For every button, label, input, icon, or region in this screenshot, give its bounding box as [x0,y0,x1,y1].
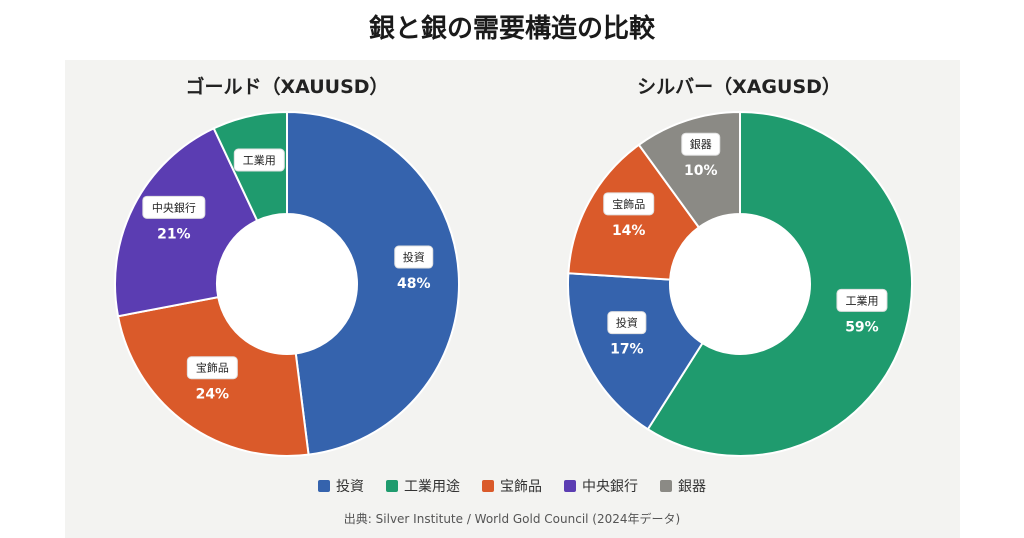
gold-slice-name-1: 宝飾品 [196,361,229,375]
legend-swatch [386,480,398,492]
legend-item-2: 宝飾品 [482,476,542,496]
legend-swatch [564,480,576,492]
silver-slice-label-0: 工業用 59% [836,288,888,335]
silver-slice-pct-2: 14% [612,223,646,239]
gold-chart-title: ゴールド（XAUUSD） [185,76,389,98]
legend-label: 中央銀行 [582,479,638,495]
gold-slice-label-0: 投資 48% [394,245,434,292]
legend-item-1: 工業用途 [386,476,460,496]
silver-chart-title: シルバー（XAGUSD） [637,76,841,98]
gold-slice-pct-0: 48% [397,276,431,292]
gold-slice-pct-2: 21% [157,226,191,242]
gold-slice-name-3: 工業用 [243,154,276,167]
silver-slice-pct-0: 59% [845,319,879,335]
gold-slice-name-2: 中央銀行 [152,200,196,214]
legend-swatch [660,480,672,492]
legend-item-0: 投資 [318,476,364,496]
legend: 投資 工業用途 宝飾品 中央銀行 銀器 [0,476,1024,496]
legend-swatch [318,480,330,492]
legend-item-3: 中央銀行 [564,476,638,496]
silver-slice-pct-3: 10% [684,163,718,179]
silver-slice-pct-1: 17% [610,342,644,358]
gold-slice-label-3: 工業用 [233,148,285,172]
silver-slice-label-2: 宝飾品 14% [603,192,655,239]
gold-donut-hole [217,214,357,354]
legend-swatch [482,480,494,492]
gold-slice-pct-1: 24% [196,387,230,403]
silver-slice-name-3: 銀器 [690,137,712,151]
source-note: 出典: Silver Institute / World Gold Counci… [343,512,681,526]
silver-donut-hole [670,214,810,354]
legend-label: 工業用途 [404,479,460,495]
silver-slice-name-0: 工業用 [845,294,878,307]
gold-slice-label-1: 宝飾品 24% [186,356,238,403]
gold-slice-label-2: 中央銀行 21% [142,195,206,242]
legend-label: 銀器 [678,479,706,495]
silver-slice-name-1: 投資 [616,316,638,330]
gold-slice-name-0: 投資 [403,250,425,264]
legend-label: 投資 [336,479,364,495]
legend-item-4: 銀器 [660,476,706,496]
silver-slice-label-1: 投資 17% [607,311,647,358]
silver-slice-label-3: 銀器 10% [681,132,721,179]
page-title: 銀と銀の需要構造の比較 [368,14,655,44]
legend-label: 宝飾品 [500,479,542,495]
silver-slice-name-2: 宝飾品 [612,197,645,211]
